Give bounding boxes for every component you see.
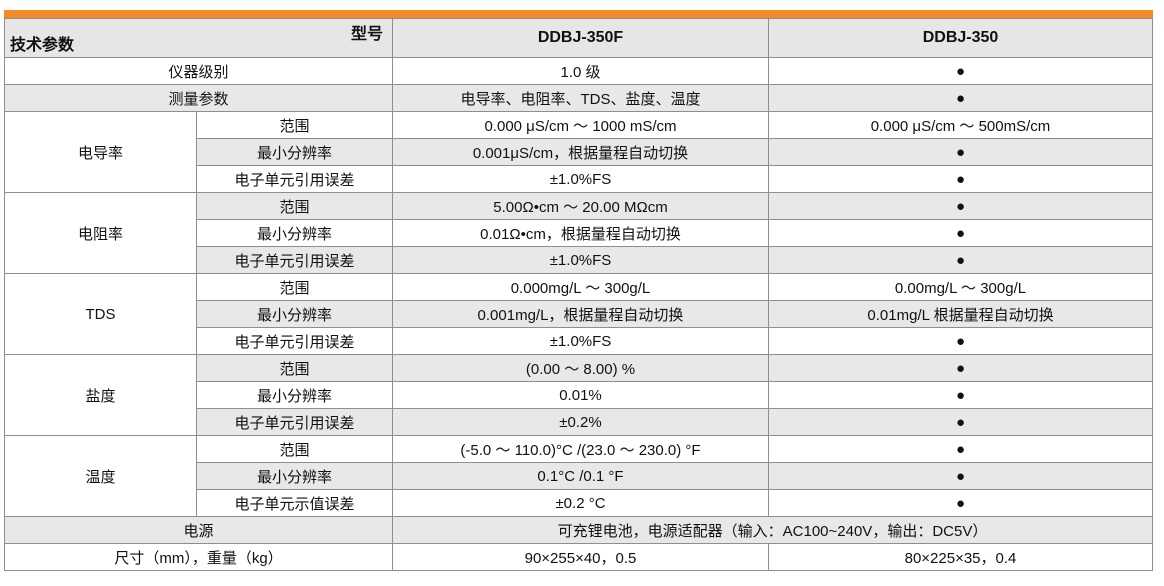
power-value: 可充锂电池，电源适配器（输入：AC100~240V，输出：DC5V） bbox=[392, 516, 1153, 544]
corner-header-cell: 型号 技术参数 bbox=[4, 18, 393, 58]
table-row: 最小分辨率 0.001mg/L，根据量程自动切换 0.01mg/L 根据量程自动… bbox=[5, 300, 1153, 328]
value-ddbj-350: 0.00mg/L ～ 300g/L bbox=[768, 273, 1153, 301]
table-row: 电阻率 范围 5.00Ω•cm ～ 20.00 MΩcm ● bbox=[4, 192, 1153, 274]
value-ddbj-350: ● bbox=[768, 354, 1153, 382]
value-ddbj-350: ● bbox=[768, 327, 1153, 355]
row-label: 电子单元引用误差 bbox=[196, 408, 393, 436]
row-label: 范围 bbox=[196, 435, 393, 463]
params-axis-label: 技术参数 bbox=[10, 37, 75, 54]
group-label: 盐度 bbox=[4, 354, 197, 436]
value-ddbj-350: ● bbox=[768, 192, 1153, 220]
value-ddbj-350f: 0.01Ω•cm，根据量程自动切换 bbox=[392, 219, 769, 247]
value-ddbj-350f: 电导率、电阻率、TDS、盐度、温度 bbox=[392, 84, 769, 112]
group-label: 电阻率 bbox=[4, 192, 197, 274]
value-ddbj-350f: 0.01% bbox=[392, 381, 769, 409]
row-label: 最小分辨率 bbox=[196, 462, 393, 490]
value-ddbj-350f: ±1.0%FS bbox=[392, 327, 769, 355]
value-ddbj-350f: 5.00Ω•cm ～ 20.00 MΩcm bbox=[392, 192, 769, 220]
table-row: 最小分辨率 0.01% ● bbox=[5, 381, 1153, 409]
value-ddbj-350: ● bbox=[768, 165, 1153, 193]
value-ddbj-350: ● bbox=[768, 435, 1153, 463]
value-ddbj-350: ● bbox=[768, 381, 1153, 409]
table-row: 盐度 范围 (0.00 ～ 8.00) % ● bbox=[4, 354, 1153, 436]
value-ddbj-350f: ±1.0%FS bbox=[392, 165, 769, 193]
value-ddbj-350: 0.000 μS/cm ～ 500mS/cm bbox=[768, 111, 1153, 139]
row-label: 电子单元示值误差 bbox=[196, 489, 393, 517]
value-ddbj-350f: 0.000mg/L ～ 300g/L bbox=[392, 273, 769, 301]
value-ddbj-350: 80×225×35，0.4 bbox=[768, 543, 1153, 571]
table-row: 电导率 范围 0.000 μS/cm ～ 1000 mS/cm 0.000 μS… bbox=[4, 111, 1153, 193]
row-label: 最小分辨率 bbox=[196, 381, 393, 409]
table-row: 电子单元示值误差 ±0.2 °C ● bbox=[5, 489, 1153, 517]
row-label: 电子单元引用误差 bbox=[196, 165, 393, 193]
row-label: 范围 bbox=[196, 111, 393, 139]
value-ddbj-350: ● bbox=[768, 462, 1153, 490]
value-ddbj-350f: (0.00 ～ 8.00) % bbox=[392, 354, 769, 382]
table-row: TDS 范围 0.000mg/L ～ 300g/L 0.00mg/L ～ 300… bbox=[4, 273, 1153, 355]
value-ddbj-350: ● bbox=[768, 138, 1153, 166]
value-ddbj-350f: 90×255×40，0.5 bbox=[392, 543, 769, 571]
table-row: 最小分辨率 0.1°C /0.1 °F ● bbox=[5, 462, 1153, 490]
value-ddbj-350: ● bbox=[768, 246, 1153, 274]
table-row: 最小分辨率 0.001μS/cm，根据量程自动切换 ● bbox=[5, 138, 1153, 166]
spec-table: 型号 技术参数 DDBJ-350F DDBJ-350 仪器级别 1.0 级 ● … bbox=[4, 18, 1153, 571]
value-ddbj-350f: (-5.0 ～ 110.0)°C /(23.0 ～ 230.0) °F bbox=[392, 435, 769, 463]
row-label: 范围 bbox=[196, 273, 393, 301]
value-ddbj-350: ● bbox=[768, 57, 1153, 85]
table-row: 电子单元引用误差 ±1.0%FS ● bbox=[5, 165, 1153, 193]
row-label: 电源 bbox=[4, 516, 393, 544]
value-ddbj-350: ● bbox=[768, 489, 1153, 517]
spec-table-wrap: 型号 技术参数 DDBJ-350F DDBJ-350 仪器级别 1.0 级 ● … bbox=[4, 10, 1153, 571]
value-ddbj-350f: 0.001mg/L，根据量程自动切换 bbox=[392, 300, 769, 328]
row-label: 仪器级别 bbox=[4, 57, 393, 85]
table-row: 电源 可充锂电池，电源适配器（输入：AC100~240V，输出：DC5V） bbox=[4, 516, 1153, 544]
row-label: 电子单元引用误差 bbox=[196, 246, 393, 274]
table-row: 测量参数 电导率、电阻率、TDS、盐度、温度 ● bbox=[4, 84, 1153, 112]
row-label: 测量参数 bbox=[4, 84, 393, 112]
model-axis-label: 型号 bbox=[350, 26, 383, 43]
value-ddbj-350f: 0.000 μS/cm ～ 1000 mS/cm bbox=[392, 111, 769, 139]
table-row: 电子单元引用误差 ±1.0%FS ● bbox=[5, 327, 1153, 355]
table-row: 电子单元引用误差 ±1.0%FS ● bbox=[5, 246, 1153, 274]
value-ddbj-350f: 0.1°C /0.1 °F bbox=[392, 462, 769, 490]
table-row: 最小分辨率 0.01Ω•cm，根据量程自动切换 ● bbox=[5, 219, 1153, 247]
value-ddbj-350f: ±1.0%FS bbox=[392, 246, 769, 274]
value-ddbj-350f: 1.0 级 bbox=[392, 57, 769, 85]
table-row: 尺寸（mm），重量（kg） 90×255×40，0.5 80×225×35，0.… bbox=[4, 543, 1153, 571]
model-header-ddbj-350f: DDBJ-350F bbox=[392, 18, 769, 58]
table-row: 仪器级别 1.0 级 ● bbox=[4, 57, 1153, 85]
table-row: 温度 范围 (-5.0 ～ 110.0)°C /(23.0 ～ 230.0) °… bbox=[4, 435, 1153, 517]
accent-bar bbox=[4, 10, 1153, 18]
value-ddbj-350f: 0.001μS/cm，根据量程自动切换 bbox=[392, 138, 769, 166]
header-row: 型号 技术参数 DDBJ-350F DDBJ-350 bbox=[4, 18, 1153, 58]
row-label: 范围 bbox=[196, 354, 393, 382]
row-label: 范围 bbox=[196, 192, 393, 220]
model-header-ddbj-350: DDBJ-350 bbox=[768, 18, 1153, 58]
value-ddbj-350: 0.01mg/L 根据量程自动切换 bbox=[768, 300, 1153, 328]
value-ddbj-350f: ±0.2% bbox=[392, 408, 769, 436]
value-ddbj-350: ● bbox=[768, 219, 1153, 247]
row-label: 尺寸（mm），重量（kg） bbox=[4, 543, 393, 571]
group-label: 电导率 bbox=[4, 111, 197, 193]
group-label: 温度 bbox=[4, 435, 197, 517]
row-label: 最小分辨率 bbox=[196, 138, 393, 166]
value-ddbj-350: ● bbox=[768, 84, 1153, 112]
row-label: 电子单元引用误差 bbox=[196, 327, 393, 355]
row-label: 最小分辨率 bbox=[196, 300, 393, 328]
group-label: TDS bbox=[4, 273, 197, 355]
value-ddbj-350: ● bbox=[768, 408, 1153, 436]
table-row: 电子单元引用误差 ±0.2% ● bbox=[5, 408, 1153, 436]
value-ddbj-350f: ±0.2 °C bbox=[392, 489, 769, 517]
row-label: 最小分辨率 bbox=[196, 219, 393, 247]
